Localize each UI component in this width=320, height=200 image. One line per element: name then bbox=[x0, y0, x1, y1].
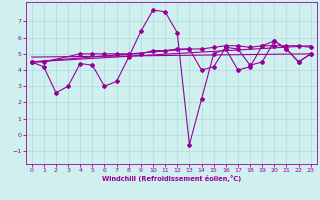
X-axis label: Windchill (Refroidissement éolien,°C): Windchill (Refroidissement éolien,°C) bbox=[101, 175, 241, 182]
